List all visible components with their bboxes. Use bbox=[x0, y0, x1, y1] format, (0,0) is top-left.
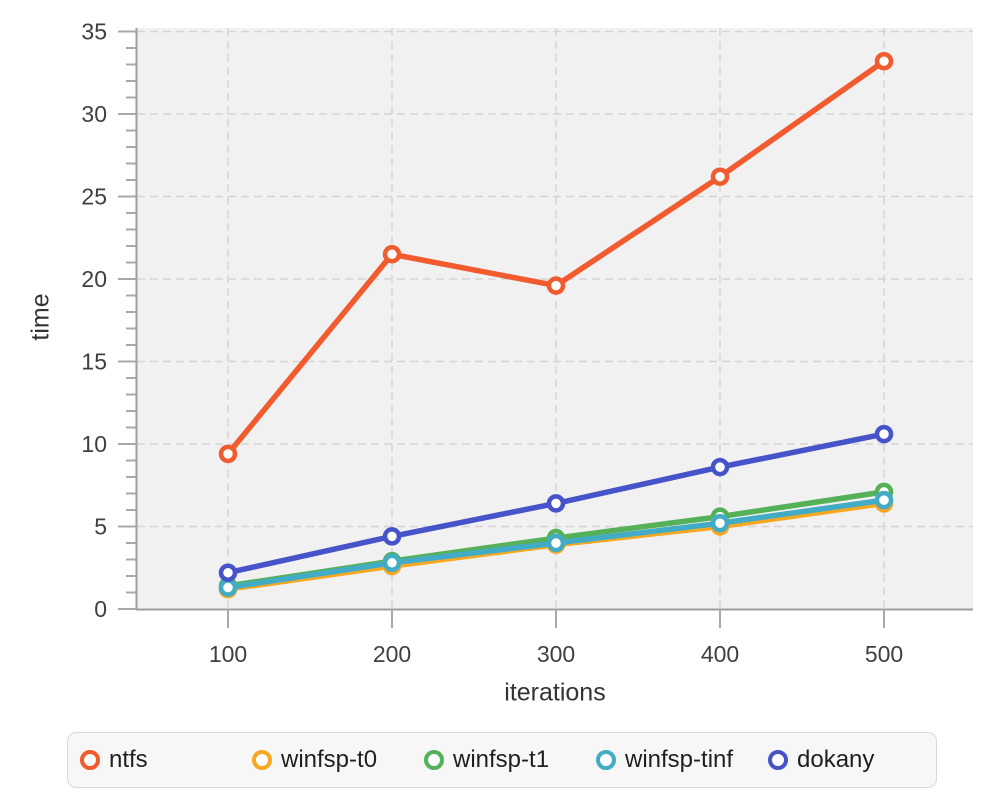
y-tick-label: 10 bbox=[81, 431, 107, 457]
x-tick-label: 300 bbox=[537, 641, 575, 667]
y-axis-title: time bbox=[26, 293, 55, 341]
data-point-dokany-500 bbox=[874, 424, 894, 444]
legend-item-winfsp-t0[interactable]: winfsp-t0 bbox=[252, 746, 424, 774]
y-tick-label: 35 bbox=[81, 19, 107, 45]
data-point-ntfs-300 bbox=[546, 276, 566, 295]
data-point-winfsp-tinf-500 bbox=[874, 490, 894, 510]
data-point-dokany-200 bbox=[382, 527, 402, 546]
y-tick-label: 25 bbox=[81, 184, 107, 210]
plot-area bbox=[137, 28, 973, 609]
data-point-winfsp-tinf-400 bbox=[710, 513, 730, 533]
data-point-ntfs-100 bbox=[218, 444, 238, 464]
data-point-winfsp-tinf-200 bbox=[382, 553, 402, 573]
data-point-ntfs-400 bbox=[710, 167, 730, 186]
data-point-ntfs-200 bbox=[382, 245, 402, 264]
legend-label: winfsp-t1 bbox=[453, 746, 550, 773]
y-tick-label: 15 bbox=[81, 349, 107, 375]
legend-label: ntfs bbox=[109, 746, 148, 773]
data-point-dokany-100 bbox=[218, 563, 238, 582]
data-point-ntfs-500 bbox=[874, 51, 894, 71]
data-point-winfsp-tinf-100 bbox=[218, 578, 238, 597]
line-chart-canvas: 0 5 10 15 20 25 30 35 100 200 300 400 500 bbox=[81, 19, 973, 667]
x-axis-title: iterations bbox=[504, 678, 606, 707]
x-tick-label: 200 bbox=[373, 641, 411, 667]
legend-item-winfsp-t1[interactable]: winfsp-t1 bbox=[424, 746, 596, 774]
x-tick-label: 100 bbox=[209, 641, 247, 667]
legend: ntfs winfsp-t0 winfsp-t1 winfsp-tinf dokany bbox=[67, 732, 937, 788]
y-tick-label: 5 bbox=[94, 514, 107, 540]
legend-label: winfsp-tinf bbox=[625, 746, 734, 773]
legend-item-ntfs[interactable]: ntfs bbox=[80, 746, 252, 774]
legend-item-dokany[interactable]: dokany bbox=[768, 746, 874, 774]
y-tick-label: 0 bbox=[94, 596, 107, 622]
y-tick-label: 20 bbox=[81, 266, 107, 292]
legend-marker-icon bbox=[80, 750, 100, 770]
legend-marker-icon bbox=[768, 750, 788, 770]
legend-item-winfsp-tinf[interactable]: winfsp-tinf bbox=[596, 746, 768, 774]
y-tick-label: 30 bbox=[81, 101, 107, 127]
legend-label: dokany bbox=[797, 746, 875, 773]
data-point-winfsp-tinf-300 bbox=[546, 533, 566, 553]
x-tick-label: 400 bbox=[701, 641, 739, 667]
legend-label: winfsp-t0 bbox=[281, 746, 378, 773]
data-point-dokany-400 bbox=[710, 457, 730, 477]
legend-marker-icon bbox=[596, 750, 616, 770]
x-tick-label: 500 bbox=[865, 641, 903, 667]
data-point-dokany-300 bbox=[546, 494, 566, 513]
legend-marker-icon bbox=[424, 750, 444, 770]
legend-marker-icon bbox=[252, 750, 272, 770]
